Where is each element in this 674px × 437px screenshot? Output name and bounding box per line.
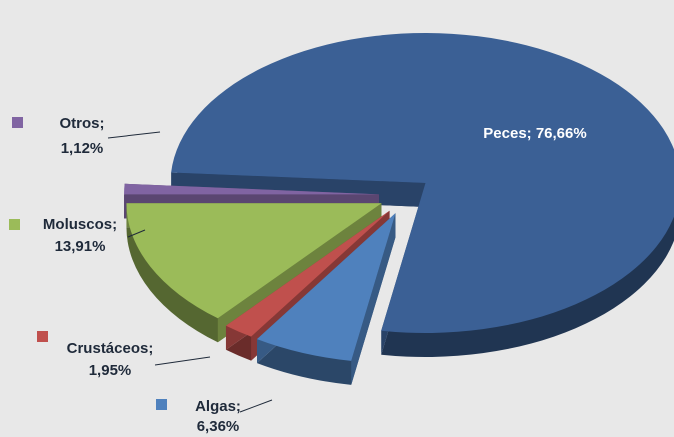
leader-line	[154, 356, 211, 366]
data-label: 1,95%	[89, 362, 132, 379]
slice-wall	[351, 213, 396, 385]
data-label: Crustáceos;	[67, 340, 154, 357]
label-marker	[9, 219, 20, 230]
label-marker	[156, 399, 167, 410]
data-label: Algas;	[195, 398, 241, 415]
leader-line	[127, 229, 146, 238]
data-label: Peces; 76,66%	[483, 125, 586, 142]
data-label: Moluscos;	[43, 216, 117, 233]
label-marker	[37, 331, 48, 342]
leader-line	[239, 399, 273, 413]
label-marker	[12, 117, 23, 128]
slice	[256, 213, 396, 361]
data-label: 6,36%	[197, 418, 240, 435]
slice	[126, 203, 382, 319]
data-label: 13,91%	[55, 238, 106, 255]
slice	[225, 210, 390, 337]
slice	[124, 183, 380, 195]
data-label: Otros;	[60, 115, 105, 132]
leader-line	[107, 131, 161, 139]
slice	[171, 32, 674, 333]
data-label: 1,12%	[61, 140, 104, 157]
